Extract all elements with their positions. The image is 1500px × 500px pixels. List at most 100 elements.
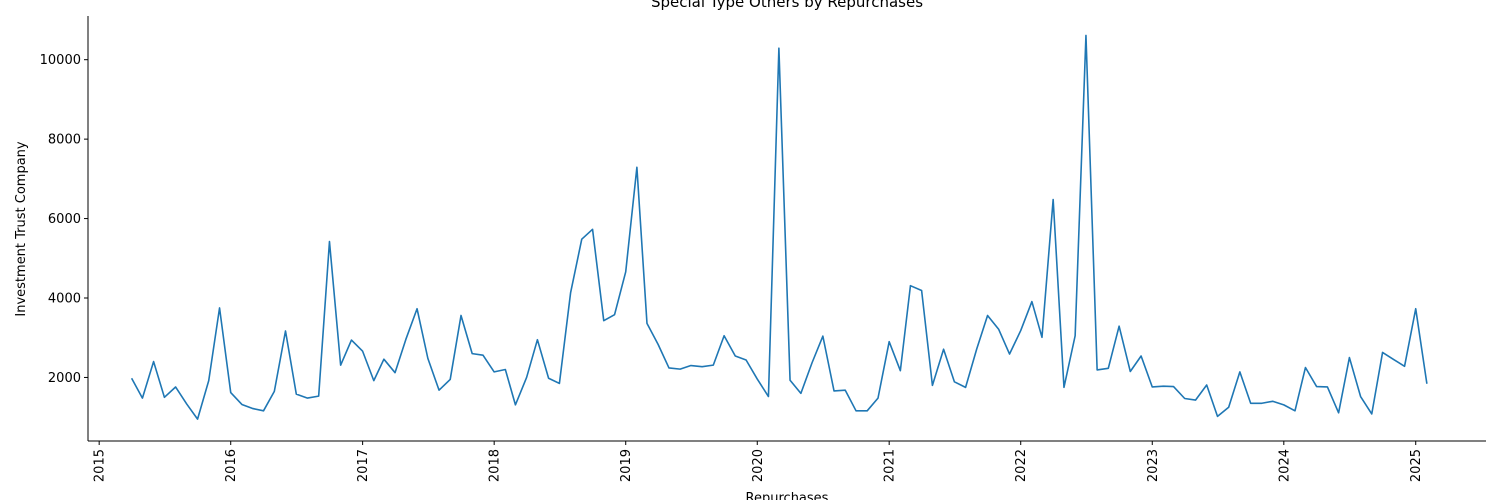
data-point — [482, 354, 484, 356]
data-point — [505, 369, 507, 371]
data-point — [1272, 400, 1274, 402]
data-point — [723, 335, 725, 337]
data-point — [1360, 396, 1362, 398]
data-point — [1349, 357, 1351, 359]
x-tick-label: 2016 — [224, 449, 239, 482]
data-point — [1173, 386, 1175, 388]
data-point — [416, 308, 418, 310]
data-point — [537, 339, 539, 341]
data-point — [1283, 404, 1285, 406]
data-point — [932, 385, 934, 387]
data-point — [131, 377, 133, 379]
data-point — [1228, 406, 1230, 408]
data-point — [603, 320, 605, 322]
data-point — [888, 341, 890, 343]
data-point — [855, 410, 857, 412]
data-point — [394, 372, 396, 374]
data-point — [1206, 384, 1208, 386]
data-point — [900, 370, 902, 372]
data-point — [998, 329, 1000, 331]
x-tick-label: 2021 — [883, 449, 898, 482]
data-point — [1163, 385, 1165, 387]
data-point — [668, 367, 670, 369]
data-point — [756, 378, 758, 380]
y-axis: 2000 4000 6000 8000 10000 — [40, 16, 89, 441]
data-point — [208, 380, 210, 382]
data-point — [789, 379, 791, 381]
data-point — [285, 330, 287, 332]
data-point — [449, 379, 451, 381]
y-tick-label: 6000 — [48, 212, 81, 227]
data-point — [1415, 308, 1417, 310]
data-point — [690, 365, 692, 367]
data-point — [427, 358, 429, 360]
x-tick-label: 2017 — [356, 449, 371, 482]
plot-area — [130, 34, 1428, 420]
data-point — [1217, 416, 1219, 418]
data-point — [153, 361, 155, 363]
data-point — [1250, 402, 1252, 404]
data-point — [175, 386, 177, 388]
data-point — [679, 368, 681, 370]
data-point — [186, 403, 188, 405]
data-point — [263, 410, 265, 412]
data-point — [734, 355, 736, 357]
data-point — [460, 315, 462, 317]
data-point — [657, 344, 659, 346]
data-point — [646, 323, 648, 325]
data-point — [1195, 399, 1197, 401]
data-point — [197, 418, 199, 420]
data-point — [636, 167, 638, 169]
data-point — [921, 290, 923, 292]
chart-title: Special Type Others by Repurchases — [651, 0, 923, 11]
y-tick-label: 8000 — [48, 133, 81, 148]
data-point — [219, 307, 221, 309]
x-tick-label: 2020 — [751, 449, 766, 482]
data-point — [987, 315, 989, 317]
y-tick-label: 4000 — [48, 292, 81, 307]
data-point — [164, 397, 166, 399]
data-point — [340, 364, 342, 366]
data-point — [800, 393, 802, 395]
data-point — [471, 353, 473, 355]
data-point — [877, 397, 879, 399]
data-point — [438, 389, 440, 391]
data-point — [296, 393, 298, 395]
data-point — [241, 404, 243, 406]
data-point — [1052, 199, 1054, 201]
data-point — [383, 358, 385, 360]
data-point — [1041, 337, 1043, 339]
data-point — [712, 364, 714, 366]
y-axis-title: Investment Trust Company — [14, 141, 29, 317]
data-point — [570, 292, 572, 294]
data-point — [318, 395, 320, 397]
x-tick-label: 2022 — [1014, 449, 1029, 482]
data-point — [910, 285, 912, 287]
data-point — [745, 359, 747, 361]
data-point — [954, 381, 956, 383]
data-point — [252, 408, 254, 410]
x-tick-label: 2018 — [488, 449, 503, 482]
data-point — [866, 410, 868, 412]
y-tick-label: 2000 — [48, 371, 81, 386]
data-point — [1261, 402, 1263, 404]
data-point — [307, 397, 309, 399]
data-point — [559, 383, 561, 385]
data-point — [526, 377, 528, 379]
data-point — [1020, 330, 1022, 332]
data-point — [581, 238, 583, 240]
x-axis-title: Repurchases — [746, 491, 829, 500]
x-tick-label: 2019 — [619, 449, 634, 482]
x-tick-label: 2025 — [1409, 449, 1424, 482]
data-point — [142, 397, 144, 399]
data-point — [1316, 386, 1318, 388]
data-point — [1031, 301, 1033, 303]
data-point — [625, 271, 627, 273]
data-point — [1096, 369, 1098, 371]
data-point — [1151, 386, 1153, 388]
data-point — [1085, 35, 1087, 37]
data-point — [1305, 367, 1307, 369]
x-tick-label: 2024 — [1277, 449, 1292, 482]
data-point — [1009, 353, 1011, 355]
